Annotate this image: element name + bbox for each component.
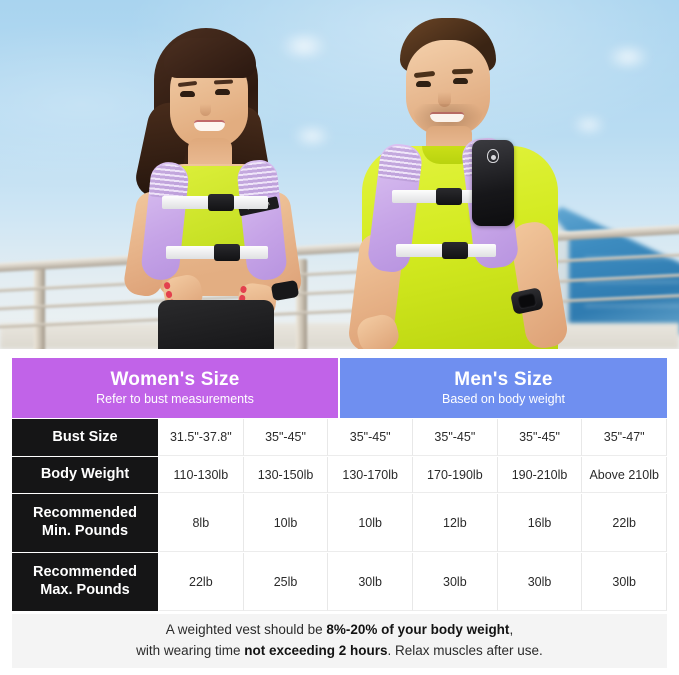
cell-bust-size-2: 35"-45": [243, 419, 329, 456]
vest-ribbing: [148, 162, 190, 201]
cell-bust-size-1: 31.5"-37.8": [159, 419, 244, 456]
man-vest-buckle-lower: [396, 242, 496, 259]
man-smile: [430, 112, 464, 122]
row-label-max-line1: Recommended: [33, 564, 137, 581]
watch-dial: [516, 292, 538, 310]
row-label-min-line2: Min. Pounds: [41, 523, 129, 539]
note-line1-prefix: A weighted vest should be: [165, 622, 327, 638]
table-row: Bust Size 31.5"-37.8" 35"-45" 35"-45" 35…: [12, 419, 668, 456]
woman-eye: [215, 89, 230, 95]
lifestyle-photo: Prepras: [0, 0, 679, 349]
woman-vest-buckle-upper: [162, 194, 268, 211]
cell-body-weight-2: 130-150lb: [243, 457, 329, 493]
table-header-row: Women's Size Refer to bust measurements …: [12, 358, 667, 418]
cloud: [286, 128, 338, 144]
cell-body-weight-4: 170-190lb: [413, 457, 498, 493]
note-line2-suffix: . Relax muscles after use.: [387, 643, 543, 658]
cell-body-weight-1: 110-130lb: [159, 457, 244, 493]
buckle-clip: [214, 244, 240, 261]
woman-smile: [194, 120, 225, 131]
cloud: [598, 48, 658, 66]
cloud: [272, 36, 336, 56]
cell-min-pounds-1: 8lb: [159, 494, 244, 552]
buckle-clip: [442, 242, 468, 259]
man-figure: [346, 12, 584, 349]
cell-min-pounds-2: 10lb: [243, 494, 329, 552]
note-line2-prefix: with wearing time: [136, 643, 245, 658]
cell-bust-size-6: 35"-47": [582, 419, 668, 456]
cell-max-pounds-3: 30lb: [328, 553, 414, 611]
cell-bust-size-5: 35"-45": [497, 419, 583, 456]
note-line1-suffix: ,: [509, 622, 514, 638]
header-womens-subtitle: Refer to bust measurements: [96, 392, 254, 407]
woman-figure: Prepras: [118, 24, 330, 349]
woman-nose: [200, 104, 211, 116]
vest-ribbing: [236, 160, 280, 199]
note-line1-bold: 8%-20% of your body weight: [326, 622, 510, 638]
cloud: [566, 118, 612, 132]
row-label-max-line2: Max. Pounds: [40, 582, 130, 598]
row-label-recommended-min: Recommended Min. Pounds: [12, 494, 158, 552]
phone-camera-icon: [487, 149, 499, 163]
row-label-body-weight: Body Weight: [12, 457, 158, 493]
header-mens-title: Men's Size: [454, 368, 553, 390]
cell-max-pounds-5: 30lb: [497, 553, 583, 611]
man-vest-buckle-upper: [392, 188, 496, 205]
row-label-recommended-max: Recommended Max. Pounds: [12, 553, 158, 611]
table-row: Recommended Min. Pounds 8lb 10lb 10lb 12…: [12, 494, 668, 552]
woman-wristband: [270, 279, 300, 302]
woman-vest-buckle-lower: [166, 244, 268, 261]
cell-body-weight-3: 130-170lb: [328, 457, 414, 493]
woman-shorts: [158, 300, 274, 349]
man-eye: [416, 81, 431, 87]
man-eye: [453, 78, 468, 84]
man-phone-pouch: [472, 140, 514, 226]
table-row: Recommended Max. Pounds 22lb 25lb 30lb 3…: [12, 553, 668, 611]
buckle-clip: [436, 188, 462, 205]
header-womens-title: Women's Size: [110, 368, 240, 390]
note-line2-bold: not exceeding 2 hours: [244, 643, 388, 658]
size-chart-table: Women's Size Refer to bust measurements …: [12, 358, 668, 611]
cell-max-pounds-6: 30lb: [582, 553, 668, 611]
header-mens-size: Men's Size Based on body weight: [340, 358, 667, 418]
cell-min-pounds-4: 12lb: [413, 494, 498, 552]
cell-min-pounds-6: 22lb: [582, 494, 668, 552]
row-label-min-line1: Recommended: [33, 505, 137, 522]
cell-body-weight-5: 190-210lb: [497, 457, 583, 493]
cell-min-pounds-3: 10lb: [328, 494, 414, 552]
buckle-clip: [208, 194, 234, 211]
table-row: Body Weight 110-130lb 130-150lb 130-170l…: [12, 457, 668, 493]
man-nose: [438, 92, 451, 107]
cell-bust-size-4: 35"-45": [413, 419, 498, 456]
cell-max-pounds-1: 22lb: [159, 553, 244, 611]
railing-post: [296, 259, 307, 349]
cell-min-pounds-5: 16lb: [497, 494, 583, 552]
cell-bust-size-3: 35"-45": [328, 419, 414, 456]
header-womens-size: Women's Size Refer to bust measurements: [12, 358, 338, 418]
cell-max-pounds-2: 25lb: [243, 553, 329, 611]
cell-max-pounds-4: 30lb: [413, 553, 498, 611]
row-label-bust-size: Bust Size: [12, 419, 158, 456]
header-mens-subtitle: Based on body weight: [441, 392, 565, 407]
woman-fringe: [164, 38, 256, 78]
usage-note-line1: A weighted vest should be 8%-20% of your…: [166, 620, 513, 641]
woman-eye: [180, 91, 195, 97]
man-eyebrow: [451, 68, 474, 75]
vest-ribbing: [377, 143, 424, 183]
cell-body-weight-6: Above 210lb: [582, 457, 668, 493]
usage-note: A weighted vest should be 8%-20% of your…: [12, 614, 667, 668]
usage-note-line2: with wearing time not exceeding 2 hours.…: [136, 641, 543, 662]
